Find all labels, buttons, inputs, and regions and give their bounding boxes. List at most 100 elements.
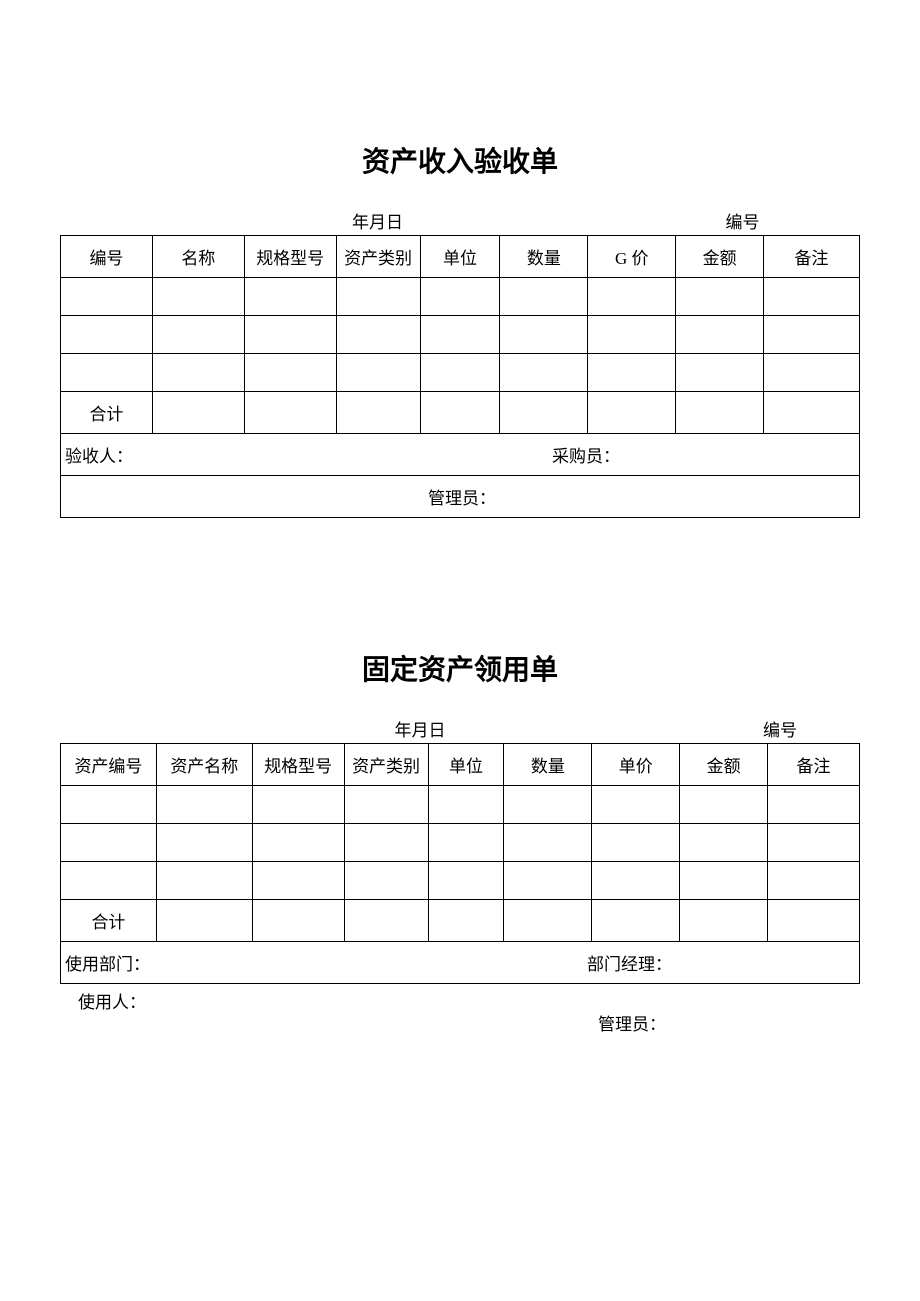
table-cell [61, 824, 157, 862]
table-cell [61, 862, 157, 900]
column-header: 数量 [500, 236, 588, 278]
table-cell [420, 392, 500, 434]
table-cell [252, 862, 344, 900]
column-header: 名称 [152, 236, 244, 278]
table-cell [152, 316, 244, 354]
table-cell [428, 824, 504, 862]
table-cell [152, 392, 244, 434]
table-row [61, 278, 860, 316]
inspector-label: 验收人： [65, 442, 372, 467]
table-cell [61, 316, 153, 354]
column-header: 资产编号 [61, 744, 157, 786]
table-cell [680, 786, 768, 824]
column-header: 资产类别 [336, 236, 420, 278]
table-cell [504, 862, 592, 900]
form2-title: 固定资产领用单 [60, 648, 860, 688]
table-cell [588, 278, 676, 316]
table-cell [500, 278, 588, 316]
table-row [61, 354, 860, 392]
table-cell [592, 900, 680, 942]
column-header: 金额 [680, 744, 768, 786]
table-cell [768, 862, 860, 900]
total-row: 合计 [61, 900, 860, 942]
table-cell [244, 392, 336, 434]
column-header: 规格型号 [244, 236, 336, 278]
table-cell [61, 786, 157, 824]
table-cell [420, 278, 500, 316]
table-cell [252, 824, 344, 862]
form2-table: 资产编号资产名称规格型号资产类别单位数量单价金额备注 合计 使用部门： 部门经理… [60, 743, 860, 984]
table-cell [500, 316, 588, 354]
table-cell [336, 392, 420, 434]
manager-label: 部门经理： [337, 950, 859, 975]
table-cell [592, 786, 680, 824]
table-cell [504, 824, 592, 862]
table-cell [588, 316, 676, 354]
table-cell [336, 278, 420, 316]
table-cell [156, 786, 252, 824]
column-header: 单位 [428, 744, 504, 786]
table-cell [428, 900, 504, 942]
table-cell [244, 316, 336, 354]
table-cell [500, 354, 588, 392]
table-row [61, 786, 860, 824]
column-header: 单价 [592, 744, 680, 786]
column-header: 备注 [764, 236, 860, 278]
table-cell [344, 900, 428, 942]
form2-below-labels: 使用人： 管理员： [60, 984, 860, 1035]
table-cell [156, 862, 252, 900]
table-cell [676, 316, 764, 354]
form2-date-label: 年月日 [60, 716, 500, 741]
table-cell [764, 278, 860, 316]
table-cell [428, 862, 504, 900]
table-cell [244, 278, 336, 316]
table-cell [336, 354, 420, 392]
table-row [61, 824, 860, 862]
total-label-cell: 合计 [61, 392, 153, 434]
table-header-row: 资产编号资产名称规格型号资产类别单位数量单价金额备注 [61, 744, 860, 786]
table-cell [420, 354, 500, 392]
table-cell [344, 862, 428, 900]
table-cell [592, 862, 680, 900]
table-cell [764, 354, 860, 392]
table-cell [244, 354, 336, 392]
table-cell [504, 786, 592, 824]
table-row [61, 862, 860, 900]
table-cell [152, 354, 244, 392]
table-cell [420, 316, 500, 354]
form1-date-label: 年月日 [60, 208, 495, 233]
table-cell [592, 824, 680, 862]
table-cell [344, 786, 428, 824]
column-header: 编号 [61, 236, 153, 278]
asset-acceptance-form: 资产收入验收单 年月日 编号 编号名称规格型号资产类别单位数量G 价金额备注 合… [60, 140, 860, 518]
table-cell [504, 900, 592, 942]
purchaser-label: 采购员： [372, 442, 859, 467]
table-cell [428, 786, 504, 824]
column-header: 资产名称 [156, 744, 252, 786]
table-cell [768, 900, 860, 942]
form1-number-label: 编号 [495, 208, 860, 233]
table-cell [680, 862, 768, 900]
total-row: 合计 [61, 392, 860, 434]
table-cell [764, 316, 860, 354]
form2-signature-row-1: 使用部门： 部门经理： [61, 942, 860, 984]
admin-label-2: 管理员： [598, 988, 666, 1035]
table-cell [764, 392, 860, 434]
table-cell [500, 392, 588, 434]
table-cell [680, 900, 768, 942]
column-header: 数量 [504, 744, 592, 786]
table-cell [676, 354, 764, 392]
user-label: 使用人： [78, 988, 598, 1035]
form2-number-label: 编号 [500, 716, 860, 741]
table-cell [768, 824, 860, 862]
table-cell [61, 278, 153, 316]
table-cell [252, 786, 344, 824]
form1-table: 编号名称规格型号资产类别单位数量G 价金额备注 合计 验收人： 采购员： 管理员… [60, 235, 860, 518]
total-label-cell: 合计 [61, 900, 157, 942]
column-header: G 价 [588, 236, 676, 278]
table-cell [336, 316, 420, 354]
table-cell [676, 278, 764, 316]
column-header: 单位 [420, 236, 500, 278]
table-cell [676, 392, 764, 434]
table-cell [588, 354, 676, 392]
